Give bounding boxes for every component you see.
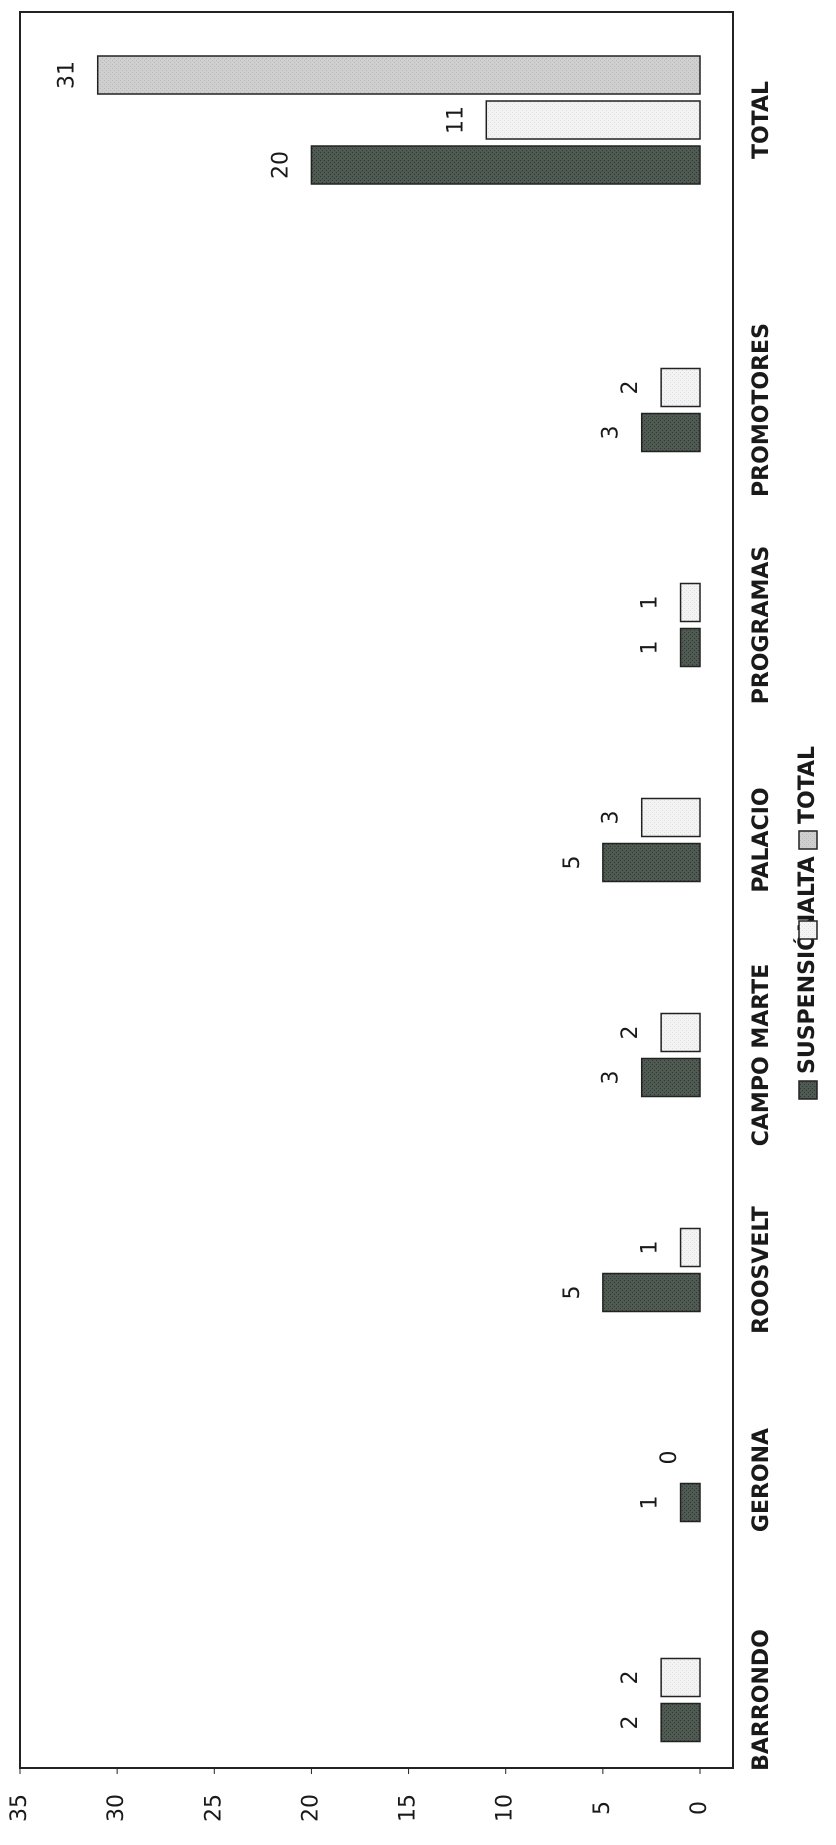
bar-alta-palacio xyxy=(640,797,701,838)
bar-suspensi-n-roosvelt xyxy=(602,1272,701,1313)
bar-suspensi-n-promotores xyxy=(640,412,701,453)
bar-suspensi-n-barrondo xyxy=(660,1702,701,1743)
category-label: BARRONDO xyxy=(749,1629,774,1771)
category-label: TOTAL xyxy=(749,81,774,159)
legend-swatch-total xyxy=(798,830,818,850)
bar-alta-roosvelt xyxy=(679,1227,701,1268)
category-label: PROGRAMAS xyxy=(749,546,774,705)
data-label: 2 xyxy=(618,1716,643,1730)
data-label: 11 xyxy=(443,106,468,134)
category-label: CAMPO MARTE xyxy=(749,964,774,1146)
data-label: 20 xyxy=(268,151,293,179)
category-label: PROMOTORES xyxy=(749,323,774,497)
data-label: 5 xyxy=(560,856,585,870)
data-label: 1 xyxy=(638,596,663,610)
bar-suspensi-n-total xyxy=(310,145,701,185)
y-tick-label: 15 xyxy=(396,1794,421,1822)
data-label: 31 xyxy=(55,61,80,89)
bar-suspensi-n-programas xyxy=(679,627,701,668)
data-label: 3 xyxy=(599,1071,624,1085)
data-label: 1 xyxy=(638,641,663,655)
bar-alta-promotores xyxy=(660,367,701,408)
legend-swatch-alta xyxy=(798,920,818,940)
category-label: ROOSVELT xyxy=(749,1206,774,1334)
bar-suspensi-n-gerona xyxy=(679,1482,701,1523)
legend-label-alta: ALTA xyxy=(795,856,820,914)
category-label: GERONA xyxy=(749,1428,774,1532)
data-label: 2 xyxy=(618,1671,643,1685)
y-tick-label: 10 xyxy=(493,1794,518,1822)
data-label: 3 xyxy=(599,811,624,825)
y-tick-label: 0 xyxy=(687,1801,712,1815)
legend-label-suspensi-n: SUSPENSIÓN xyxy=(794,914,820,1074)
bar-alta-total xyxy=(485,100,701,140)
y-tick-label: 5 xyxy=(590,1801,615,1815)
bar-suspensi-n-campo-marte xyxy=(640,1057,701,1098)
data-label: 0 xyxy=(657,1451,682,1465)
y-tick-label: 30 xyxy=(104,1794,129,1822)
legend-label-total: TOTAL xyxy=(795,746,820,824)
y-tick-label: 25 xyxy=(201,1794,226,1822)
bar-alta-barrondo xyxy=(660,1657,701,1698)
data-label: 1 xyxy=(638,1241,663,1255)
y-tick-label: 35 xyxy=(7,1794,32,1822)
bar-suspensi-n-palacio xyxy=(602,842,701,883)
plot-area-frame xyxy=(19,11,734,1769)
data-label: 3 xyxy=(599,426,624,440)
category-label: PALACIO xyxy=(749,787,774,892)
data-label: 2 xyxy=(618,381,643,395)
bar-alta-campo-marte xyxy=(660,1012,701,1053)
bar-total-total xyxy=(96,55,701,95)
legend-swatch-suspensi-n xyxy=(798,1080,818,1100)
data-label: 2 xyxy=(618,1026,643,1040)
bar-alta-programas xyxy=(679,582,701,623)
data-label: 5 xyxy=(560,1286,585,1300)
data-label: 1 xyxy=(638,1496,663,1510)
y-tick-label: 20 xyxy=(298,1794,323,1822)
